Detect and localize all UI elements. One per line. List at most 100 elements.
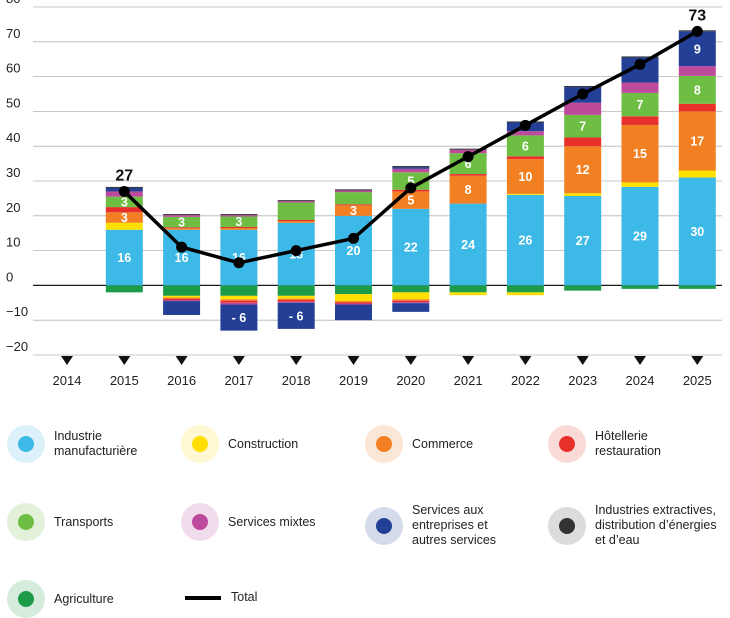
total-point: [577, 88, 589, 100]
bar-segment-agriculture: [105, 285, 143, 293]
bar-segment-commerce: [220, 227, 258, 230]
data-label: - 6: [232, 311, 247, 325]
data-label: 6: [465, 157, 472, 171]
bar-segment-services_mixtes: [678, 66, 716, 76]
legend-label-transports: Transports: [54, 514, 114, 529]
bar-segment-transports: [105, 196, 143, 208]
x-tick-marker: [462, 356, 475, 365]
x-tick-label: 2025: [683, 373, 712, 388]
bar-segment-agriculture: [163, 285, 201, 296]
legend-swatch-commerce: [365, 425, 403, 463]
total-point: [519, 119, 531, 131]
data-label: 20: [347, 244, 361, 258]
data-label: 12: [576, 163, 590, 177]
data-label: 29: [633, 230, 647, 244]
total-point: [691, 25, 703, 37]
legend: Industrie manufacturière Construction Co…: [0, 410, 730, 618]
bar-segment-commerce: [105, 212, 143, 223]
legend-item-construction: Construction: [181, 425, 298, 463]
legend-item-hotellerie: Hôtellerie restauration: [548, 425, 661, 463]
bar-segment-services_mixtes: [506, 131, 544, 136]
legend-item-industrie: Industrie manufacturière: [7, 425, 137, 463]
y-tick-label: 60: [6, 61, 20, 76]
bar-segment-commerce: [678, 111, 716, 171]
chart: −20−10010203040506070801633163163- 618- …: [6, 0, 722, 388]
bar-segment-industrie: [564, 195, 602, 286]
bar-segment-commerce: [163, 297, 201, 299]
bar-segment-industrie: [163, 229, 201, 286]
x-tick-label: 2022: [511, 373, 540, 388]
x-tick-marker: [118, 356, 131, 365]
bar-segment-services_mixtes: [220, 215, 258, 217]
bar-segment-agriculture: [392, 285, 430, 293]
bar-segment-transports: [678, 75, 716, 104]
bar-segment-transports: [621, 92, 659, 117]
bar-segment-commerce: [335, 301, 372, 303]
legend-swatch-industrie: [7, 425, 45, 463]
legend-label-commerce: Commerce: [412, 436, 474, 451]
total-point: [118, 185, 130, 197]
y-tick-label: 0: [6, 269, 13, 284]
bar-segment-industries_extractives: [220, 214, 258, 216]
bar-segment-hotellerie: [220, 300, 258, 303]
bar-segment-construction: [277, 295, 315, 299]
legend-item-transports: Transports: [7, 503, 113, 541]
bar-segment-services_mixtes: [564, 102, 602, 115]
bar-segment-services_entreprises: [163, 301, 201, 315]
y-tick-label: 80: [6, 0, 20, 6]
x-tick-marker: [576, 356, 589, 365]
bar-segment-hotellerie: [449, 174, 487, 176]
bar-segment-industrie: [621, 186, 659, 286]
legend-item-services-mixtes: Services mixtes: [181, 503, 316, 541]
bar-segment-hotellerie: [277, 219, 315, 222]
bar-segment-transports: [392, 172, 430, 190]
x-tick-marker: [175, 356, 188, 365]
data-label: 8: [465, 183, 472, 197]
x-tick-label: 2019: [339, 373, 368, 388]
legend-swatch-transports: [7, 503, 45, 541]
x-tick-label: 2018: [282, 373, 311, 388]
bar-segment-hotellerie: [163, 298, 201, 301]
y-tick-label: 10: [6, 235, 20, 250]
bar-segment-transports: [277, 202, 315, 220]
total-point: [290, 245, 302, 257]
bar-segment-hotellerie: [335, 302, 372, 304]
bar-segment-industries_extractives: [277, 200, 315, 202]
bar-segment-services_mixtes: [220, 302, 258, 305]
data-label: 30: [690, 225, 704, 239]
data-label: 17: [690, 134, 704, 148]
bar-segment-construction: [335, 294, 372, 302]
bar-segment-hotellerie: [621, 116, 659, 125]
bar-segment-transports: [220, 216, 258, 227]
bar-segment-services_entreprises: [392, 167, 430, 169]
legend-swatch-agriculture: [7, 580, 45, 618]
total-point: [405, 182, 417, 194]
bar-segment-commerce: [277, 298, 315, 301]
data-label: 24: [461, 238, 475, 252]
bar-segment-industries_extractives: [163, 214, 201, 216]
bar-segment-services_mixtes: [335, 303, 372, 305]
bar-segment-industrie: [449, 203, 487, 286]
bar-segment-services_mixtes: [163, 300, 201, 302]
data-label: 7: [637, 98, 644, 112]
legend-label-agriculture: Agriculture: [54, 591, 114, 606]
data-label: 27: [576, 234, 590, 248]
bar-segment-services_mixtes: [163, 215, 201, 217]
data-label: 10: [518, 170, 532, 184]
legend-label-total: Total: [231, 590, 258, 604]
bar-segment-hotellerie: [564, 137, 602, 147]
data-label: 22: [404, 241, 418, 255]
data-label: 5: [407, 194, 414, 208]
bar-segment-services_mixtes: [335, 190, 372, 193]
bar-segment-hotellerie: [678, 103, 716, 112]
bar-segment-industries_extractives: [621, 56, 659, 58]
y-tick-label: 30: [6, 165, 20, 180]
bar-segment-agriculture: [506, 285, 544, 293]
data-label: 16: [117, 251, 131, 265]
data-label: 15: [633, 147, 647, 161]
bar-segment-industries_extractives: [335, 189, 372, 191]
bar-segment-hotellerie: [335, 204, 372, 206]
x-tick-label: 2017: [224, 373, 253, 388]
y-tick-label: 50: [6, 95, 20, 110]
bar-segment-commerce: [564, 146, 602, 194]
